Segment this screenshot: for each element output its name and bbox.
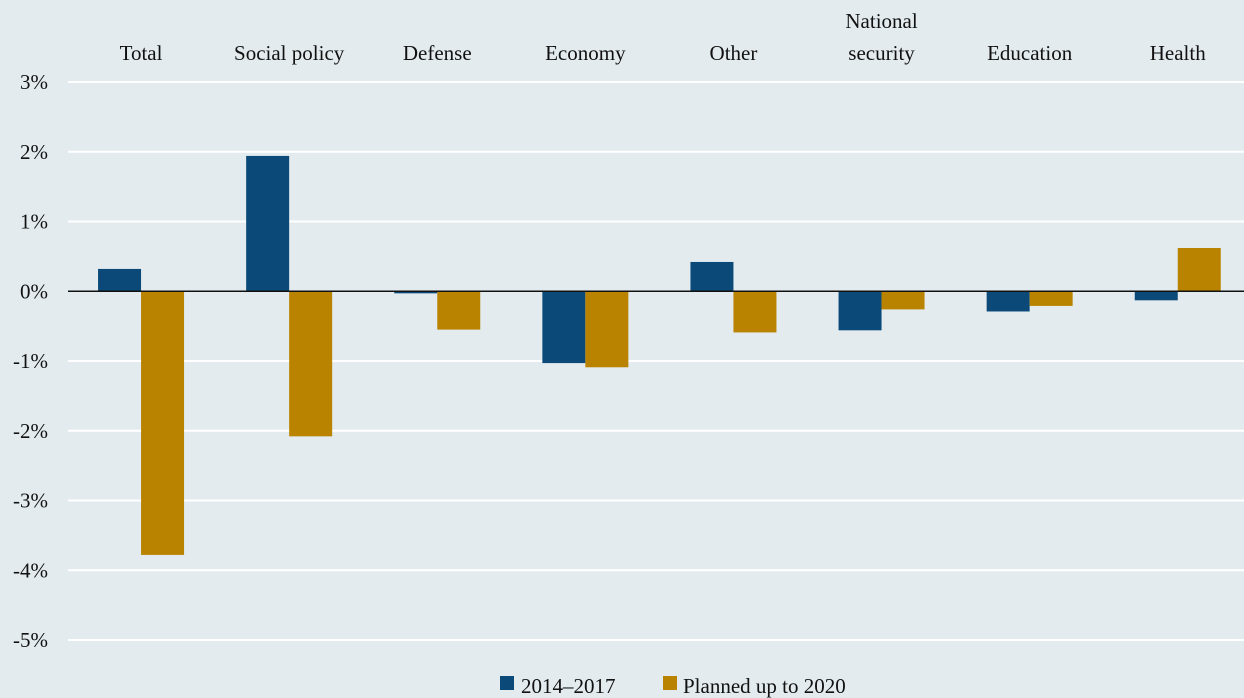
category-label: Defense xyxy=(403,41,472,65)
bar-series-2 xyxy=(437,291,481,330)
bar-series-1 xyxy=(394,291,438,294)
y-tick-label: 1% xyxy=(20,210,48,234)
category-label: Social policy xyxy=(234,41,345,65)
bar-series-1 xyxy=(98,268,142,292)
y-tick-label: -3% xyxy=(13,489,48,513)
legend-swatch-series-1 xyxy=(500,676,514,690)
bar-series-1 xyxy=(986,291,1030,312)
category-label: Education xyxy=(987,41,1073,65)
bar-series-1 xyxy=(246,155,290,292)
y-tick-label: -1% xyxy=(13,349,48,373)
bar-series-2 xyxy=(585,291,629,368)
bar-series-2 xyxy=(289,291,333,437)
legend: 2014‒2017 Planned up to 2020 xyxy=(500,674,846,698)
y-tick-label: -4% xyxy=(13,558,48,582)
y-tick-label: 0% xyxy=(20,279,48,303)
bar-series-2 xyxy=(1177,248,1221,292)
y-tick-label: 2% xyxy=(20,140,48,164)
category-label: Economy xyxy=(545,41,626,65)
legend-label-series-2: Planned up to 2020 xyxy=(683,674,846,698)
bar-series-1 xyxy=(1134,291,1178,301)
bar-series-2 xyxy=(141,291,185,555)
bars xyxy=(98,155,1221,555)
bar-series-2 xyxy=(733,291,777,333)
category-labels: Total Social policy Defense Economy Other Nat… xyxy=(120,9,1207,65)
legend-swatch-series-2 xyxy=(663,676,677,690)
category-label: Health xyxy=(1150,41,1206,65)
bar-series-1 xyxy=(838,291,882,331)
bar-series-2 xyxy=(1029,291,1073,306)
category-label: National security xyxy=(845,9,917,65)
y-tick-label: 3% xyxy=(20,70,48,94)
bar-series-1 xyxy=(542,291,586,364)
category-label: Total xyxy=(120,41,163,65)
gridlines xyxy=(68,81,1244,641)
y-tick-label: -2% xyxy=(13,419,48,443)
y-axis-ticks: 3% 2% 1% 0% -1% -2% -3% -4% -5% xyxy=(13,70,48,652)
bar-series-1 xyxy=(690,261,734,292)
legend-label-series-1: 2014‒2017 xyxy=(521,674,616,698)
y-tick-label: -5% xyxy=(13,628,48,652)
category-label: Other xyxy=(710,41,758,65)
bar-series-2 xyxy=(881,291,925,310)
